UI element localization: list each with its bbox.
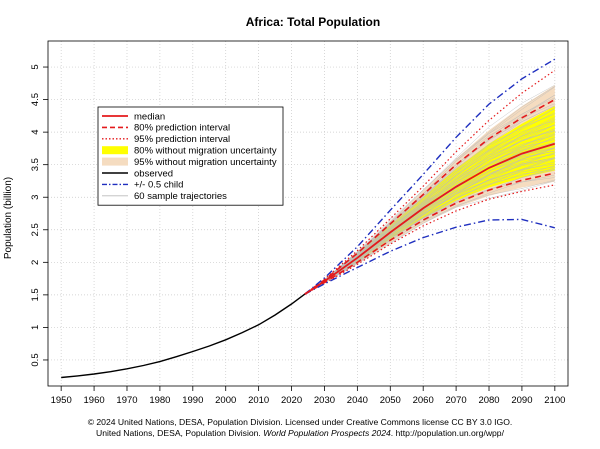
pi95-upper-line [304, 69, 556, 295]
observed-line [61, 293, 306, 379]
x-tick-label-2090: 2090 [511, 395, 532, 406]
x-tick-label-1960: 1960 [84, 395, 105, 406]
x-tick-label-1990: 1990 [182, 395, 203, 406]
legend-label-0-5-child: +/- 0.5 child [134, 180, 183, 191]
trajectory-49 [304, 166, 555, 295]
trajectory-57 [304, 103, 555, 295]
legend-swatch-95-without-migration-uncertainty [102, 157, 128, 166]
copyright-caption: © 2024 United Nations, DESA, Population … [87, 417, 513, 427]
legend-label-80-prediction-interval: 80% prediction interval [134, 123, 230, 134]
source-caption: United Nations, DESA, Population Divisio… [0, 428, 600, 439]
trajectory-56 [304, 108, 555, 295]
x-tick-label-1950: 1950 [51, 395, 72, 406]
y-tick-label-3: 3 [30, 195, 41, 200]
x-tick-label-2020: 2020 [281, 395, 302, 406]
plot-frame [47, 40, 569, 387]
y-tick-label-4.5: 4.5 [30, 93, 41, 106]
x-tick-label-1980: 1980 [149, 395, 170, 406]
legend-label-95-without-migration-uncertainty: 95% without migration uncertainty [134, 157, 277, 168]
y-tick-label-2.5: 2.5 [30, 223, 41, 236]
x-tick-label-2100: 2100 [544, 395, 565, 406]
axes: 1950 1960 1970 1980 1990 2000 2010 2020 2030 2040… [30, 40, 569, 406]
y-tick-label-5: 5 [30, 64, 41, 69]
x-tick-label-2050: 2050 [380, 395, 401, 406]
y-tick-label-1: 1 [30, 325, 41, 330]
pi80-lower-line [304, 172, 555, 295]
child-upper-line [304, 58, 556, 295]
x-tick-label-2060: 2060 [413, 395, 434, 406]
median-line [304, 142, 556, 295]
legend-label-80-without-migration-uncertainty: 80% without migration uncertainty [134, 146, 277, 157]
grid [48, 41, 568, 386]
y-tick-label-2: 2 [30, 260, 41, 265]
x-tick-label-2070: 2070 [446, 395, 467, 406]
pi80-upper-line [304, 98, 556, 295]
pi95-lower-line [304, 184, 555, 295]
source-caption-suffix: . http://population.un.org/wpp/ [390, 428, 504, 438]
y-tick-label-3.5: 3.5 [30, 158, 41, 171]
source-caption-prefix: United Nations, DESA, Population Divisio… [96, 428, 261, 438]
trajectory-10 [304, 157, 555, 295]
source-caption-title: World Population Prospects 2024 [263, 428, 391, 438]
y-tick-label-4: 4 [30, 129, 41, 134]
x-tick-label-2030: 2030 [314, 395, 335, 406]
x-tick-label-2040: 2040 [347, 395, 368, 406]
chart-title: Africa: Total Population [246, 15, 380, 29]
legend-label-60-sample-trajectories: 60 sample trajectories [134, 191, 227, 202]
y-axis-label: Population (billion) [3, 177, 14, 259]
y-tick-label-1.5: 1.5 [30, 288, 41, 301]
legend-label-median: median [134, 111, 165, 122]
x-tick-label-1970: 1970 [116, 395, 137, 406]
series-lines [61, 58, 556, 379]
legend-swatch-80-without-migration-uncertainty [102, 146, 128, 155]
child-lower-line [304, 218, 555, 295]
y-tick-label-0.5: 0.5 [30, 353, 41, 366]
x-tick-label-2000: 2000 [215, 395, 236, 406]
x-tick-label-2010: 2010 [248, 395, 269, 406]
legend-label-95-prediction-interval: 95% prediction interval [134, 134, 230, 145]
legend-label-observed: observed [134, 168, 173, 179]
legend-box [97, 106, 284, 206]
trajectory-59 [304, 86, 555, 295]
x-tick-label-2080: 2080 [478, 395, 499, 406]
